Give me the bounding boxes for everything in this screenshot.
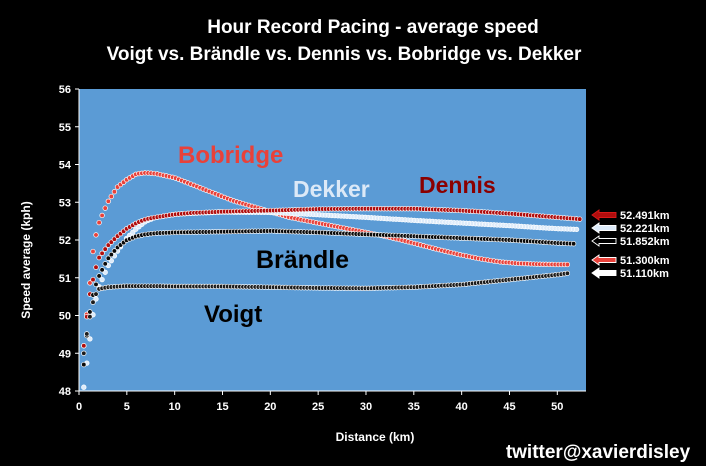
data-point xyxy=(81,384,87,390)
y-tick-label: 53 xyxy=(59,197,71,209)
data-point xyxy=(93,232,99,238)
final-distance-label: 51.300km xyxy=(620,255,670,267)
credit-text: twitter@xavierdisley xyxy=(506,442,691,463)
series-brndle xyxy=(81,228,577,368)
x-tick-label: 40 xyxy=(456,401,468,413)
data-point xyxy=(102,205,108,211)
series-label: Bobridge xyxy=(178,142,283,169)
y-tick-label: 54 xyxy=(59,160,72,172)
data-point xyxy=(96,254,102,261)
data-point xyxy=(81,350,87,356)
data-point xyxy=(102,261,108,267)
data-point xyxy=(87,280,93,286)
y-tick-label: 51 xyxy=(59,273,71,285)
x-tick-label: 5 xyxy=(124,401,130,413)
x-tick-label: 45 xyxy=(503,401,515,413)
x-tick-label: 30 xyxy=(360,401,372,413)
final-arrow xyxy=(591,209,617,221)
series-label: Brändle xyxy=(256,246,349,274)
series-dennis xyxy=(81,206,583,349)
final-arrow xyxy=(591,267,617,279)
data-point xyxy=(564,261,571,268)
y-tick-label: 55 xyxy=(59,122,71,134)
data-point xyxy=(99,250,105,256)
data-point xyxy=(577,216,583,222)
data-point xyxy=(573,226,580,233)
y-tick-label: 49 xyxy=(59,348,71,360)
x-tick-label: 20 xyxy=(264,401,276,413)
y-tick-label: 48 xyxy=(59,386,71,398)
data-point xyxy=(102,246,108,252)
data-point xyxy=(93,281,99,288)
x-tick-label: 10 xyxy=(169,401,181,413)
data-point xyxy=(564,270,571,276)
data-point xyxy=(81,343,87,349)
x-tick-label: 25 xyxy=(312,401,324,413)
series-label: Voigt xyxy=(204,301,262,328)
final-arrow xyxy=(591,235,617,247)
series-label: Dennis xyxy=(419,172,496,198)
chart-title: Hour Record Pacing - average speed xyxy=(207,17,539,38)
data-point xyxy=(90,299,96,305)
data-point xyxy=(111,189,118,195)
final-distance-label: 51.110km xyxy=(620,268,669,280)
series-labels-layer: Bobridge Dekker Dennis Brändle Voigt xyxy=(178,142,496,328)
data-point xyxy=(99,212,105,219)
data-point xyxy=(90,248,96,255)
data-point xyxy=(99,267,105,273)
final-distance-label: 52.221km xyxy=(620,223,670,235)
final-arrow xyxy=(591,222,617,234)
points-layer xyxy=(81,170,583,390)
x-tick-label: 15 xyxy=(216,401,228,413)
y-tick-label: 50 xyxy=(59,311,71,323)
data-point xyxy=(111,248,118,254)
data-point xyxy=(108,193,114,200)
data-point xyxy=(130,229,136,235)
x-tick-label: 0 xyxy=(76,401,82,413)
y-tick-label: 56 xyxy=(59,84,71,96)
axis-layer: 48 49 50 51 52 53 54 55 56 0 5 10 15 20 25 30 35 40 45 50 xyxy=(59,84,586,413)
data-point xyxy=(108,239,114,245)
data-point xyxy=(87,309,93,315)
series-label: Dekker xyxy=(293,176,370,202)
x-tick-label: 35 xyxy=(408,401,420,413)
data-point xyxy=(111,236,118,242)
data-point xyxy=(90,276,96,283)
data-point xyxy=(81,361,87,368)
data-point xyxy=(87,336,93,342)
final-distance-label: 51.852km xyxy=(620,236,670,248)
data-point xyxy=(93,264,99,270)
data-point xyxy=(96,219,102,226)
y-axis-label: Speed average (kph) xyxy=(19,201,33,318)
data-point xyxy=(570,241,577,247)
data-point xyxy=(84,331,90,337)
x-axis-label: Distance (km) xyxy=(336,430,415,444)
series-bobridge xyxy=(81,170,571,349)
data-point xyxy=(87,314,93,320)
y-tick-label: 52 xyxy=(59,235,71,247)
data-point xyxy=(108,251,114,258)
chart-subtitle: Voigt vs. Brändle vs. Dennis vs. Bobridg… xyxy=(107,44,582,65)
data-point xyxy=(105,255,111,261)
data-point xyxy=(99,276,105,283)
data-point xyxy=(105,198,111,204)
final-arrow xyxy=(591,254,617,266)
x-tick-label: 50 xyxy=(551,401,563,413)
final-distance-label: 52.491km xyxy=(620,210,670,222)
data-point xyxy=(96,273,102,279)
data-point xyxy=(93,291,99,297)
series-voigt xyxy=(81,270,571,356)
